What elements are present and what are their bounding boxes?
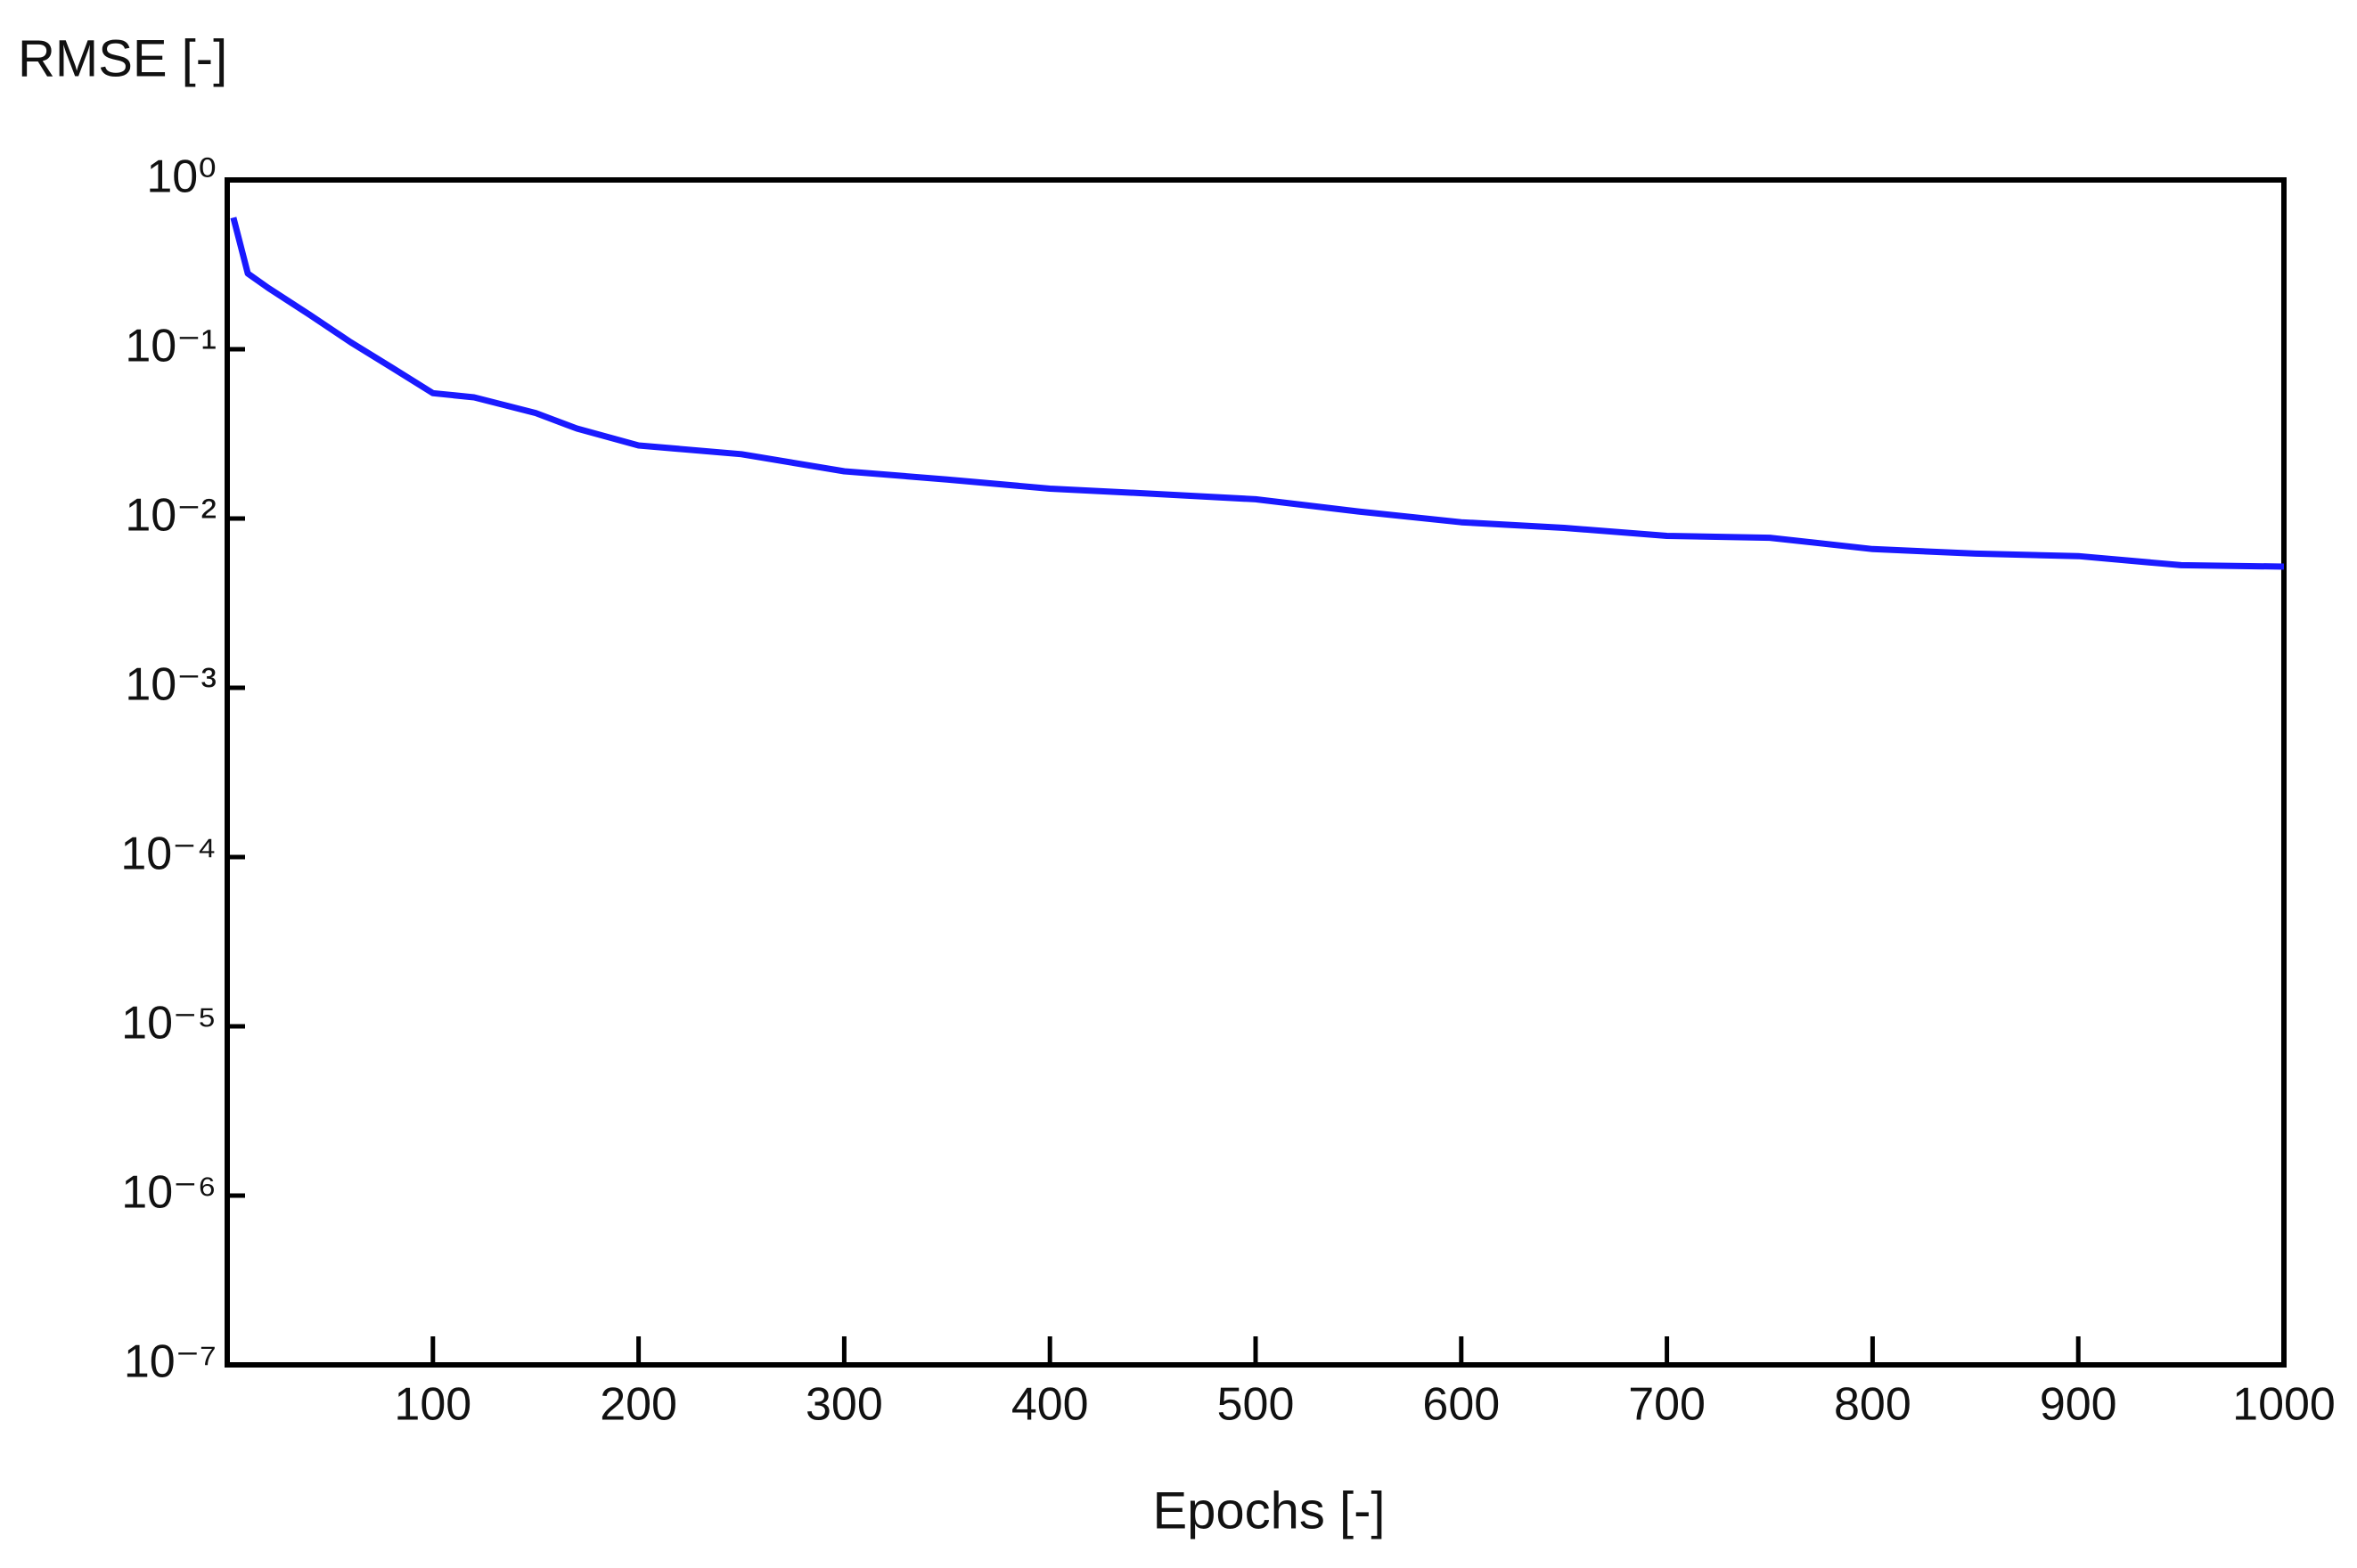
y-tick-label: 10⁻⁷	[124, 1336, 217, 1388]
y-tick-label: 10⁻²	[125, 490, 217, 542]
y-tick-label: 10⁻⁶	[121, 1167, 217, 1219]
x-tick-label: 500	[1217, 1379, 1295, 1431]
y-axis-label: RMSE [-]	[18, 29, 227, 87]
data-line	[230, 216, 2285, 570]
x-tick-label: 900	[2040, 1379, 2117, 1431]
y-tick-label: 10⁻⁴	[120, 829, 217, 880]
x-tick-label: 600	[1422, 1379, 1500, 1431]
y-tick-label: 10⁻³	[125, 659, 217, 711]
x-tick-label: 300	[806, 1379, 883, 1431]
x-tick-label: 1000	[2232, 1379, 2336, 1431]
plot-frame	[225, 177, 2287, 1368]
x-tick-label: 200	[600, 1379, 677, 1431]
y-tick-label: 10⁻¹	[125, 321, 217, 372]
y-tick-label: 10⁰	[146, 151, 217, 203]
y-tick-label: 10⁻⁵	[121, 998, 217, 1049]
x-tick-label: 100	[394, 1379, 471, 1431]
x-axis-label: Epochs [-]	[1152, 1482, 1385, 1539]
x-tick-label: 400	[1011, 1379, 1089, 1431]
x-tick-label: 800	[1834, 1379, 1911, 1431]
x-tick-label: 700	[1628, 1379, 1706, 1431]
